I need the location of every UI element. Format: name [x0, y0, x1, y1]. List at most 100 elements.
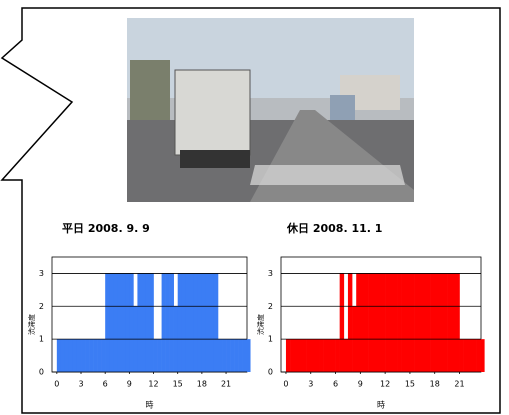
- chart-title: 休日 2008. 11. 1: [286, 221, 382, 235]
- congestion-bar: [76, 339, 82, 372]
- congestion-bar: [157, 339, 162, 372]
- chart-title: 平日 2008. 9. 9: [62, 222, 150, 235]
- congestion-bar: [401, 273, 407, 372]
- congestion-bar: [177, 273, 183, 372]
- congestion-bar: [81, 339, 86, 372]
- y-tick-label: 3: [268, 269, 273, 278]
- x-tick-label: 0: [283, 380, 288, 389]
- congestion-bar: [238, 339, 243, 372]
- x-tick-label: 9: [127, 380, 132, 389]
- congestion-bar: [360, 273, 365, 372]
- x-tick-label: 6: [103, 380, 108, 389]
- x-tick-label: 9: [358, 380, 363, 389]
- congestion-bar: [480, 339, 485, 372]
- congestion-bar: [331, 339, 336, 372]
- y-tick-label: 3: [39, 269, 44, 278]
- congestion-bar: [185, 273, 191, 372]
- congestion-bar: [389, 273, 394, 372]
- congestion-bar: [414, 273, 419, 372]
- congestion-bar: [447, 273, 452, 372]
- congestion-bar: [343, 339, 349, 372]
- y-tick-label: 2: [268, 302, 273, 311]
- congestion-bar: [105, 273, 110, 372]
- congestion-bar: [339, 273, 345, 372]
- congestion-bar: [242, 339, 247, 372]
- congestion-bar: [137, 273, 142, 372]
- congestion-bar: [455, 273, 460, 372]
- congestion-bar: [56, 339, 62, 372]
- congestion-bar: [438, 273, 444, 372]
- congestion-bar: [306, 339, 312, 372]
- congestion-bar: [234, 339, 239, 372]
- congestion-bar: [372, 273, 378, 372]
- congestion-bar: [335, 339, 340, 372]
- congestion-bar: [459, 339, 464, 372]
- congestion-bar: [169, 273, 174, 372]
- y-tick-label: 1: [39, 335, 44, 344]
- x-axis-label: 時: [146, 401, 154, 410]
- x-axis-label: 時: [377, 401, 385, 410]
- congestion-bar: [442, 273, 448, 372]
- congestion-bar: [376, 273, 382, 372]
- congestion-bar: [409, 273, 415, 372]
- congestion-bar: [294, 339, 299, 372]
- congestion-bar: [68, 339, 74, 372]
- congestion-bar: [165, 273, 170, 372]
- congestion-bar: [347, 273, 353, 372]
- congestion-bar: [397, 273, 402, 372]
- congestion-bar: [290, 339, 295, 372]
- congestion-bar: [381, 273, 386, 372]
- congestion-bar: [285, 339, 291, 372]
- congestion-bar: [109, 273, 114, 372]
- congestion-bar: [356, 273, 361, 372]
- congestion-bar: [463, 339, 469, 372]
- y-axis-label: 渋滞度: [256, 314, 265, 335]
- congestion-bar: [125, 273, 130, 372]
- congestion-bar: [368, 273, 374, 372]
- x-tick-label: 21: [454, 380, 464, 389]
- congestion-bar: [364, 273, 369, 372]
- congestion-bar: [89, 339, 94, 372]
- congestion-bar: [476, 339, 481, 372]
- x-tick-label: 18: [197, 380, 207, 389]
- congestion-bar: [451, 273, 456, 372]
- congestion-bar: [430, 273, 436, 372]
- congestion-bar: [181, 273, 187, 372]
- x-tick-label: 12: [148, 380, 158, 389]
- x-tick-label: 18: [430, 380, 440, 389]
- congestion-bar: [467, 339, 473, 372]
- congestion-bar: [226, 339, 231, 372]
- congestion-bar: [129, 273, 134, 372]
- y-tick-label: 0: [39, 368, 44, 377]
- congestion-bar: [64, 339, 70, 372]
- congestion-bar: [327, 339, 332, 372]
- congestion-bar: [217, 339, 223, 372]
- congestion-bar: [246, 339, 251, 372]
- congestion-bar: [418, 273, 423, 372]
- congestion-bar: [189, 273, 195, 372]
- x-tick-label: 21: [221, 380, 231, 389]
- congestion-bar: [145, 273, 150, 372]
- x-tick-label: 15: [173, 380, 183, 389]
- congestion-bar: [117, 273, 122, 372]
- congestion-bar: [405, 273, 411, 372]
- congestion-bar: [93, 339, 98, 372]
- congestion-bar: [426, 273, 431, 372]
- x-tick-label: 3: [308, 380, 313, 389]
- congestion-bar: [97, 339, 102, 372]
- congestion-bar: [60, 339, 66, 372]
- x-tick-label: 6: [333, 380, 338, 389]
- congestion-bar: [319, 339, 324, 372]
- road-photo: [127, 18, 414, 202]
- congestion-bar: [153, 339, 158, 372]
- y-axis-label: 渋滞度: [27, 314, 36, 335]
- congestion-bar: [298, 339, 303, 372]
- x-tick-label: 15: [405, 380, 415, 389]
- congestion-bar: [72, 339, 78, 372]
- congestion-bar: [422, 273, 427, 372]
- congestion-bar: [471, 339, 477, 372]
- congestion-bar: [149, 273, 154, 372]
- congestion-bar: [230, 339, 235, 372]
- congestion-bar: [310, 339, 316, 372]
